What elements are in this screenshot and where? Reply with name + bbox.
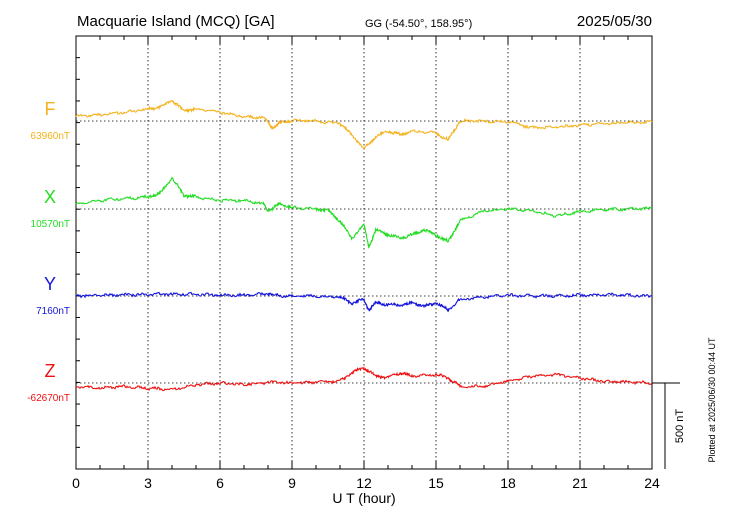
x-tick-label: 12 (356, 475, 372, 491)
x-tick-label: 15 (428, 475, 444, 491)
series-name-y: Y (44, 274, 56, 294)
grid-lines (147, 36, 581, 469)
plotted-timestamp: Plotted at 2025/06/30 00:44 UT (707, 337, 717, 463)
series-line-y (75, 291, 653, 313)
x-axis-label: U T (hour) (332, 490, 395, 506)
series-baseline-z: -62670nT (27, 393, 70, 404)
x-tick-label: 9 (288, 475, 296, 491)
series-baseline-x: 10570nT (31, 219, 70, 230)
series-group: F 63960nT X 10570nT Y 7160nT Z -62670nT (27, 99, 653, 404)
series-name-z: Z (45, 361, 56, 381)
series-name-x: X (44, 187, 56, 207)
series-baseline-f: 63960nT (31, 131, 70, 142)
station-title: Macquarie Island (MCQ) [GA] (77, 13, 275, 30)
x-tick-label: 24 (644, 475, 660, 491)
series-name-f: F (45, 99, 56, 119)
station-coordinates: GG (-54.50°, 158.95°) (365, 18, 472, 30)
x-ticks: 0 3 6 9 12 15 18 21 24 (72, 35, 660, 491)
series-line-x (75, 176, 653, 249)
x-tick-label: 0 (72, 475, 80, 491)
series-baseline-y: 7160nT (36, 306, 70, 317)
series-line-f (75, 99, 653, 150)
x-tick-label: 3 (144, 475, 152, 491)
scale-bar-label: 500 nT (674, 409, 686, 444)
plot-date: 2025/05/30 (577, 13, 652, 30)
series-line-z (75, 365, 653, 392)
x-tick-label: 21 (572, 475, 588, 491)
x-tick-label: 6 (216, 475, 224, 491)
scale-bar: 500 nT (652, 382, 686, 469)
x-tick-label: 18 (500, 475, 516, 491)
